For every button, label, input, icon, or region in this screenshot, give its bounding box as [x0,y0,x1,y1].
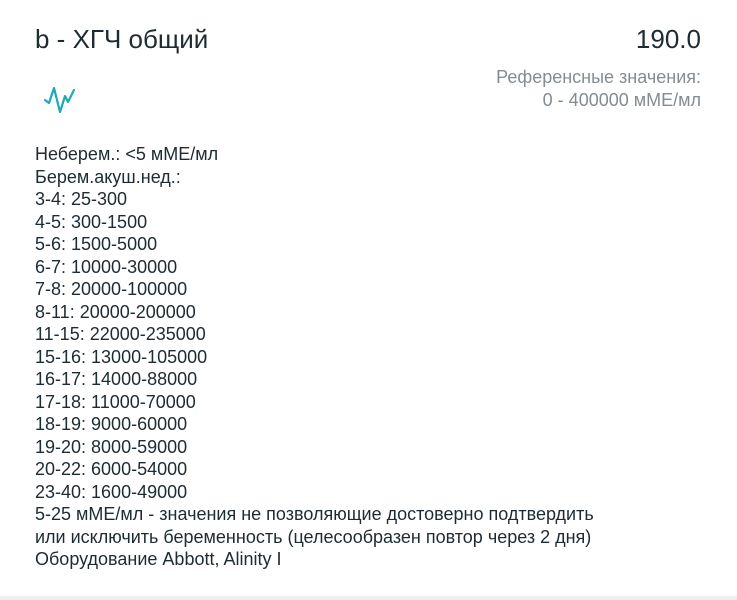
test-title: b - ХГЧ общий [35,24,209,54]
note-line: 17-18: 11000-70000 [35,391,196,412]
note-line: Оборудование Abbott, Alinity I [35,549,282,569]
note-line: 8-11: 20000-200000 [35,301,196,322]
note-line: 5-6: 1500-5000 [35,234,158,254]
reference-label: Референсные значения: [496,67,701,87]
note-line: 4-5: 300-1500 [35,211,148,232]
note-line: 5-25 мМЕ/мл - значения не позволяющие до… [35,504,594,524]
reference-notes: Неберем.: <5 мМЕ/мл Берем.акуш.нед.: 3-4: … [35,143,594,571]
note-line: 15-16: 13000-105000 [35,346,208,367]
note-line: 7-8: 20000-100000 [35,279,188,299]
note-line: 6-7: 10000-30000 [35,256,178,277]
note-line: 3-4: 25-300 [35,189,128,209]
note-line: 19-20: 8000-59000 [35,436,188,457]
note-line: 20-22: 6000-54000 [35,459,188,479]
bottom-divider [0,596,737,600]
note-line: 18-19: 9000-60000 [35,414,188,434]
note-line: Берем.акуш.нед.: [35,166,181,187]
note-line: 16-17: 14000-88000 [35,369,198,389]
note-line: или исключить беременность (целесообразе… [35,526,592,547]
activity-pulse-icon[interactable] [43,80,77,116]
test-value: 190.0 [635,24,701,54]
note-line: 23-40: 1600-49000 [35,481,188,502]
reference-values: Референсные значения: 0 - 400000 мМЕ/мл [496,66,701,112]
reference-range: 0 - 400000 мМЕ/мл [542,90,701,110]
note-line: 11-15: 22000-235000 [35,324,206,344]
note-line: Неберем.: <5 мМЕ/мл [35,144,219,164]
